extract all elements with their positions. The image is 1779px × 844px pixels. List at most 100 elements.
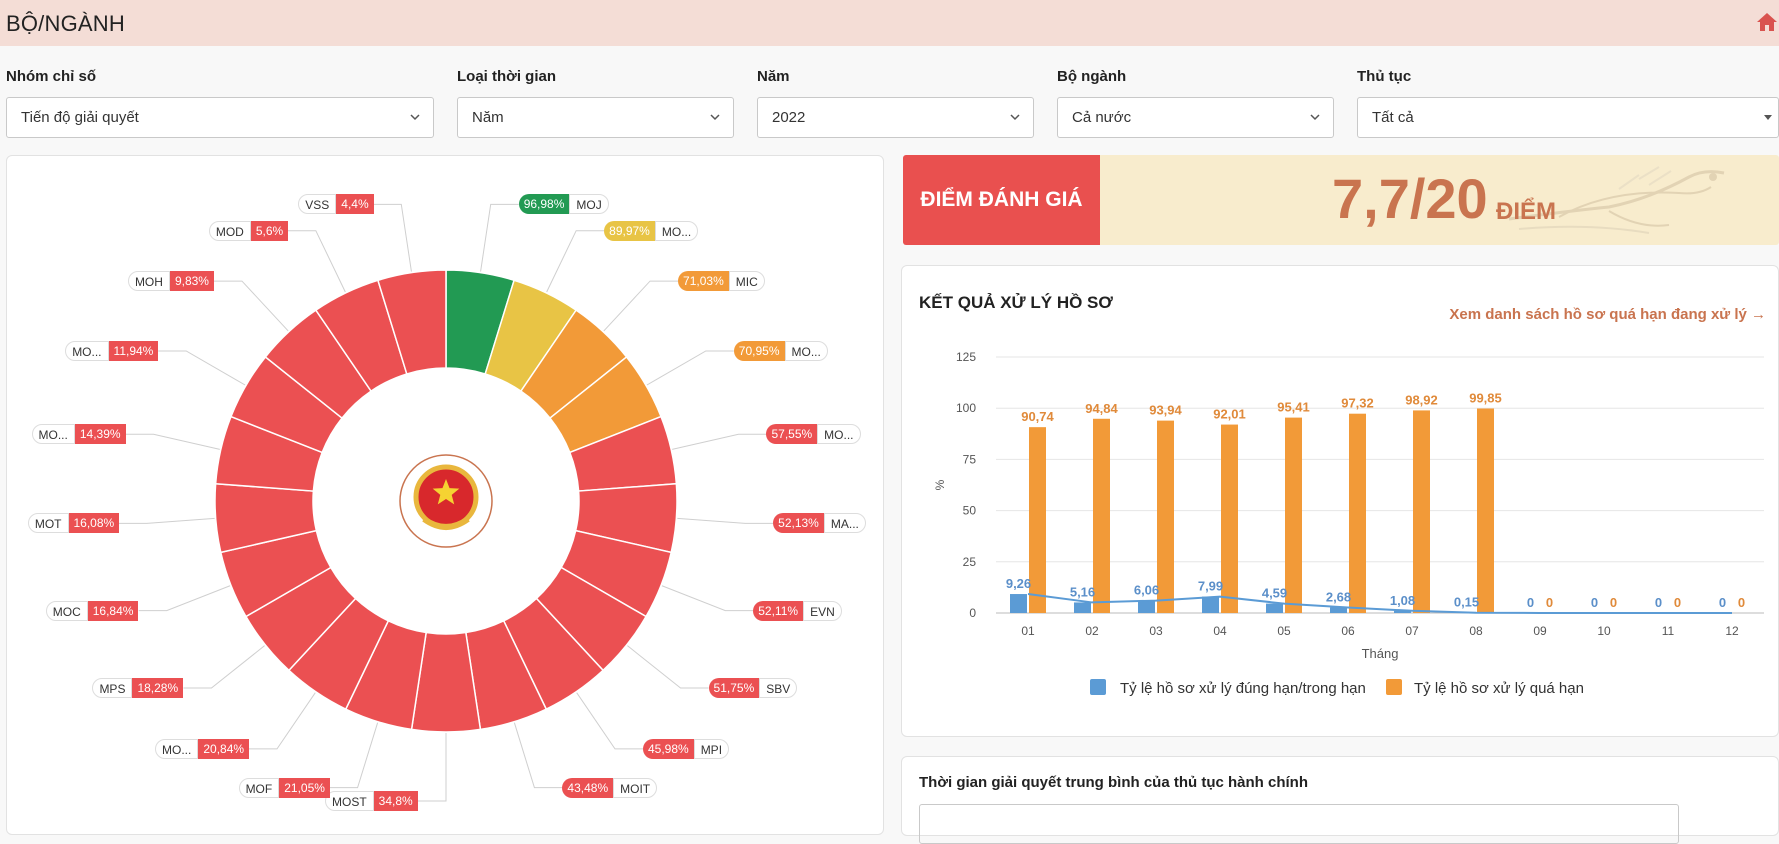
x-axis-label: Tháng <box>1362 646 1399 661</box>
slice-percent: 52,11% <box>753 601 803 621</box>
bar-overdue[interactable] <box>1029 427 1046 613</box>
slice-code: MPI <box>694 739 729 759</box>
x-tick-label: 02 <box>1085 624 1099 638</box>
x-tick-label: 08 <box>1469 624 1483 638</box>
filter-year: Năm 2022 <box>757 68 790 88</box>
y-tick-label: 50 <box>963 504 977 518</box>
leader-line <box>418 733 446 801</box>
x-tick-label: 09 <box>1533 624 1547 638</box>
slice-percent: 5,6% <box>251 221 288 241</box>
bar-value-label: 6,06 <box>1134 583 1159 598</box>
time-type-select[interactable]: Năm <box>457 97 734 138</box>
donut-label: 43,48%MOIT <box>562 778 657 798</box>
bar-value-label: 92,01 <box>1213 407 1246 422</box>
bar-value-label: 99,85 <box>1469 391 1502 406</box>
bar-overdue[interactable] <box>1285 418 1302 613</box>
bar-value-label: 0,15 <box>1454 595 1479 610</box>
bar-value-label: 0 <box>1719 595 1726 610</box>
leader-line <box>627 646 708 688</box>
home-icon[interactable] <box>1755 10 1779 34</box>
bar-overdue[interactable] <box>1477 409 1494 613</box>
filter-procedure: Thủ tục Tất cả <box>1357 68 1411 88</box>
select-value: Tiến độ giải quyết <box>21 109 139 126</box>
bar-overdue[interactable] <box>1349 414 1366 613</box>
leader-line <box>604 281 678 331</box>
filter-label: Năm <box>757 68 790 88</box>
donut-label: 45,98%MPI <box>643 739 729 759</box>
legend-label-overdue[interactable]: Tỷ lệ hồ sơ xử lý quá hạn <box>1414 680 1584 697</box>
bar-value-label: 2,68 <box>1326 590 1351 605</box>
bar-value-label: 0 <box>1610 595 1617 610</box>
bar-value-label: 0 <box>1738 595 1745 610</box>
chevron-down-icon <box>1009 111 1021 123</box>
slice-code: MA... <box>824 513 866 533</box>
x-tick-label: 07 <box>1405 624 1419 638</box>
bar-on-time[interactable] <box>1266 604 1283 613</box>
bar-value-label: 7,99 <box>1198 579 1223 594</box>
caret-down-icon <box>1762 111 1774 123</box>
procedure-select[interactable]: Tất cả <box>1357 97 1779 138</box>
slice-code: MOF <box>239 778 280 798</box>
bar-value-label: 0 <box>1655 595 1662 610</box>
slice-percent: 45,98% <box>643 739 694 759</box>
monthly-result-chart: 0255075100125%9,2690,74015,1694,84026,06… <box>902 266 1779 738</box>
leader-line <box>647 351 734 385</box>
ministry-select[interactable]: Cả nước <box>1057 97 1334 138</box>
section-title: Thời gian giải quyết trung bình của thủ … <box>919 774 1308 791</box>
donut-label: 70,95%MO... <box>734 341 828 361</box>
slice-percent: 16,84% <box>88 601 139 621</box>
leader-line <box>139 586 230 611</box>
filter-time-type: Loại thời gian Năm <box>457 68 556 88</box>
leader-line <box>662 586 753 611</box>
donut-label: 51,75%SBV <box>709 678 798 698</box>
bar-overdue[interactable] <box>1093 419 1110 613</box>
slice-code: EVN <box>803 601 842 621</box>
chevron-down-icon <box>709 111 721 123</box>
leader-line <box>514 723 562 788</box>
x-tick-label: 05 <box>1277 624 1291 638</box>
slice-code: MOST <box>325 791 374 811</box>
filter-label: Bộ ngành <box>1057 68 1126 88</box>
select-value: Năm <box>472 109 504 126</box>
bar-value-label: 95,41 <box>1277 400 1310 415</box>
bar-overdue[interactable] <box>1157 421 1174 613</box>
slice-percent: 34,8% <box>374 791 418 811</box>
slice-percent: 96,98% <box>519 194 570 214</box>
chevron-down-icon <box>1309 111 1321 123</box>
processing-result-card: KẾT QUẢ XỬ LÝ HỒ SƠ Xem danh sách hồ sơ … <box>901 265 1779 737</box>
bar-on-time[interactable] <box>1010 594 1027 613</box>
slice-percent: 18,28% <box>132 678 183 698</box>
slice-percent: 51,75% <box>709 678 760 698</box>
bar-on-time[interactable] <box>1330 608 1347 613</box>
legend-swatch-on-time[interactable] <box>1090 679 1106 695</box>
bar-overdue[interactable] <box>1221 425 1238 613</box>
bar-overdue[interactable] <box>1413 410 1430 613</box>
x-tick-label: 06 <box>1341 624 1355 638</box>
avg-time-panel <box>919 804 1679 844</box>
slice-code: MO... <box>32 424 75 444</box>
donut-label: 52,11%EVN <box>753 601 842 621</box>
slice-percent: 43,48% <box>562 778 613 798</box>
donut-label: 57,55%MO... <box>766 424 860 444</box>
bar-value-label: 94,84 <box>1085 401 1118 416</box>
x-tick-label: 04 <box>1213 624 1227 638</box>
leader-line <box>672 434 766 449</box>
indicator-group-select[interactable]: Tiến độ giải quyết <box>6 97 434 138</box>
year-select[interactable]: 2022 <box>757 97 1034 138</box>
select-value: Cả nước <box>1072 109 1131 126</box>
slice-code: MOJ <box>569 194 608 214</box>
x-tick-label: 01 <box>1021 624 1035 638</box>
leader-line <box>126 434 220 449</box>
x-tick-label: 12 <box>1725 624 1739 638</box>
bar-on-time[interactable] <box>1202 597 1219 613</box>
bar-on-time[interactable] <box>1074 602 1091 613</box>
slice-percent: 57,55% <box>766 424 817 444</box>
legend-label-on-time[interactable]: Tỷ lệ hồ sơ xử lý đúng hạn/trong hạn <box>1120 680 1366 697</box>
legend-swatch-overdue[interactable] <box>1386 679 1402 695</box>
slice-percent: 21,05% <box>279 778 330 798</box>
bar-value-label: 97,32 <box>1341 396 1374 411</box>
bar-on-time[interactable] <box>1138 601 1155 613</box>
